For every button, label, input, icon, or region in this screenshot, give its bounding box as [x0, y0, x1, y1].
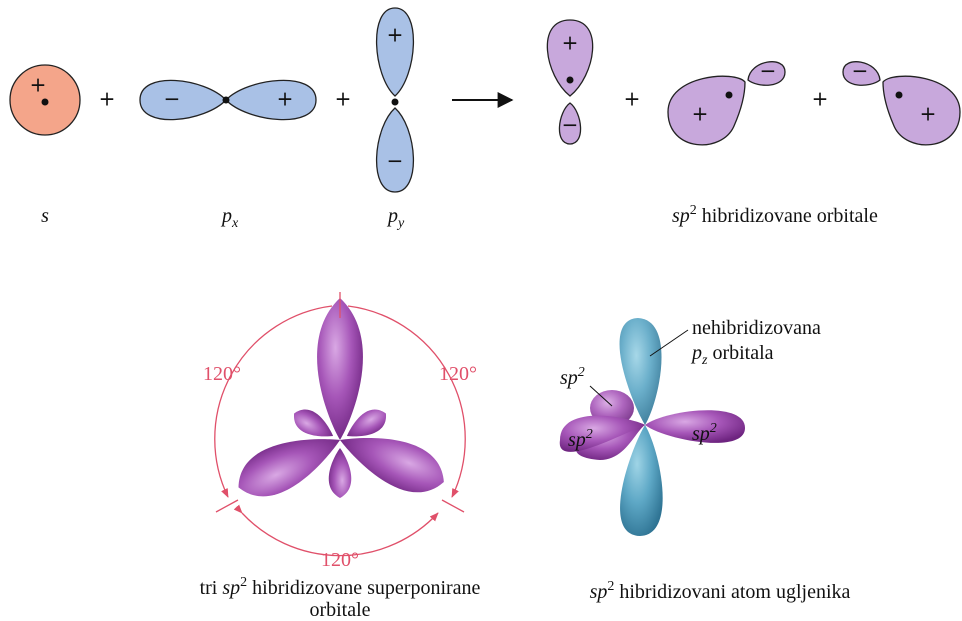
caption-part: sp — [590, 581, 608, 603]
caption: sp2 hibridizovani atom ugljenika — [590, 579, 851, 603]
small-lobes — [294, 409, 386, 498]
leader-line — [589, 385, 613, 407]
label-sub: z — [701, 353, 708, 368]
sign: − — [852, 59, 869, 83]
operator: + — [335, 87, 352, 111]
caption-part: hibridizovane superponirane — [247, 577, 480, 599]
sign: − — [164, 87, 181, 111]
trefoil — [238, 298, 444, 498]
atom-label: sp2 — [560, 365, 585, 389]
sign: + — [277, 87, 294, 111]
caption: tri sp2 hibridizovane superponirane — [200, 575, 481, 599]
hybrid-orbital: + − — [546, 19, 594, 145]
label-base: p — [220, 205, 232, 227]
caption-part: 2 — [607, 579, 614, 594]
caption: orbitale — [309, 599, 370, 621]
sign: + — [30, 73, 47, 97]
label-base: p — [690, 342, 702, 364]
label-base: sp — [672, 205, 690, 227]
carbon-atom — [559, 318, 745, 536]
caption-part: sp — [222, 577, 240, 599]
label-base: sp — [692, 423, 710, 445]
operator: + — [812, 87, 829, 111]
caption-part: hibridizovani atom ugljenika — [614, 581, 850, 603]
sign: + — [920, 102, 937, 126]
hybrid-orbital: + − — [667, 59, 786, 146]
angle-label: 120° — [203, 363, 241, 385]
sign: + — [692, 102, 709, 126]
angle-label: 120° — [439, 363, 477, 385]
sign: − — [562, 113, 579, 137]
py-orbital: + − — [375, 7, 415, 193]
label: sp2 hibridizovane orbitale — [672, 203, 878, 227]
label-sup: 2 — [578, 365, 585, 380]
sign: + — [387, 23, 404, 47]
atom-label: pz orbitala — [690, 342, 774, 368]
label-sub: x — [231, 216, 239, 231]
operator: + — [99, 87, 116, 111]
label-sup: 2 — [586, 427, 593, 442]
angle-arcs — [214, 292, 466, 557]
sign: + — [562, 31, 579, 55]
sign: − — [387, 149, 404, 173]
label-base: p — [386, 205, 398, 227]
label: py — [386, 205, 405, 231]
label-rest: hibridizovane orbitale — [697, 205, 878, 227]
angle-label: 120° — [321, 549, 359, 571]
label-sup: 2 — [690, 203, 697, 218]
label: px — [220, 205, 239, 231]
label-base: sp — [560, 367, 578, 389]
leader-line — [649, 329, 689, 357]
caption-part: 2 — [240, 575, 247, 590]
operator: + — [624, 87, 641, 111]
atom-label: nehibridizovana — [692, 317, 821, 339]
label: s — [41, 205, 49, 227]
s-orbital: + — [9, 64, 81, 136]
px-orbital: − + — [139, 79, 317, 121]
label-base: sp — [568, 429, 586, 451]
atom-label: sp2 — [568, 427, 593, 451]
label-rest: orbitala — [707, 342, 773, 364]
sign: − — [760, 59, 777, 83]
label-sup: 2 — [710, 421, 717, 436]
atom-label: sp2 — [692, 421, 717, 445]
hybrid-orbital: − + — [842, 59, 961, 146]
label-sub: y — [396, 216, 405, 231]
caption-part: tri — [200, 577, 223, 599]
